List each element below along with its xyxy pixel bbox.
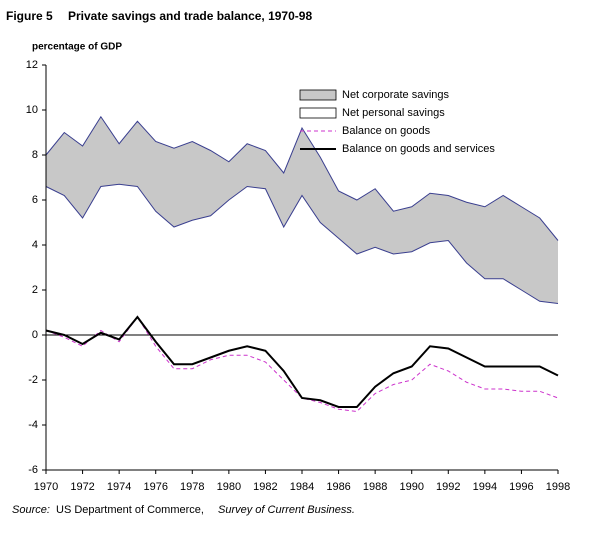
- legend-label: Net personal savings: [342, 107, 445, 119]
- y-axis-label: percentage of GDP: [32, 42, 122, 53]
- legend-label: Balance on goods and services: [342, 143, 495, 155]
- y-tick-label: -2: [28, 374, 38, 386]
- figure-label: Figure 5: [6, 9, 53, 23]
- x-tick-label: 1998: [546, 481, 570, 493]
- y-tick-label: 4: [32, 239, 38, 251]
- legend-label: Balance on goods: [342, 125, 431, 137]
- y-tick-label: 12: [26, 59, 38, 71]
- x-tick-label: 1970: [34, 481, 58, 493]
- area-edge: [45, 183, 559, 304]
- y-tick-label: 0: [32, 329, 38, 341]
- y-tick-label: -6: [28, 464, 38, 476]
- x-tick-label: 1992: [436, 481, 460, 493]
- source-text: US Department of Commerce,: [56, 504, 204, 516]
- x-tick-label: 1972: [70, 481, 94, 493]
- x-tick-label: 1982: [253, 481, 277, 493]
- y-tick-label: 10: [26, 104, 38, 116]
- x-tick-label: 1988: [363, 481, 387, 493]
- legend-label: Net corporate savings: [342, 89, 449, 101]
- x-tick-label: 1996: [509, 481, 533, 493]
- area-fill: [46, 116, 558, 304]
- x-tick-label: 1974: [107, 481, 131, 493]
- x-tick-label: 1976: [143, 481, 167, 493]
- x-tick-label: 1994: [473, 481, 497, 493]
- series-line: [45, 315, 559, 408]
- chart-title: Private savings and trade balance, 1970-…: [68, 9, 312, 23]
- x-tick-label: 1978: [180, 481, 204, 493]
- y-tick-label: -4: [28, 419, 38, 431]
- x-tick-label: 1980: [217, 481, 241, 493]
- source-publication: Survey of Current Business.: [218, 504, 355, 516]
- y-tick-label: 2: [32, 284, 38, 296]
- x-tick-label: 1984: [290, 481, 314, 493]
- area-fill: [46, 184, 558, 335]
- y-tick-label: 6: [32, 194, 38, 206]
- legend-swatch: [299, 89, 337, 101]
- legend-swatch: [299, 107, 337, 119]
- x-tick-label: 1990: [399, 481, 423, 493]
- y-tick-label: 8: [32, 149, 38, 161]
- area-edge: [45, 115, 559, 241]
- source-label: Source:: [12, 504, 50, 516]
- x-tick-label: 1986: [326, 481, 350, 493]
